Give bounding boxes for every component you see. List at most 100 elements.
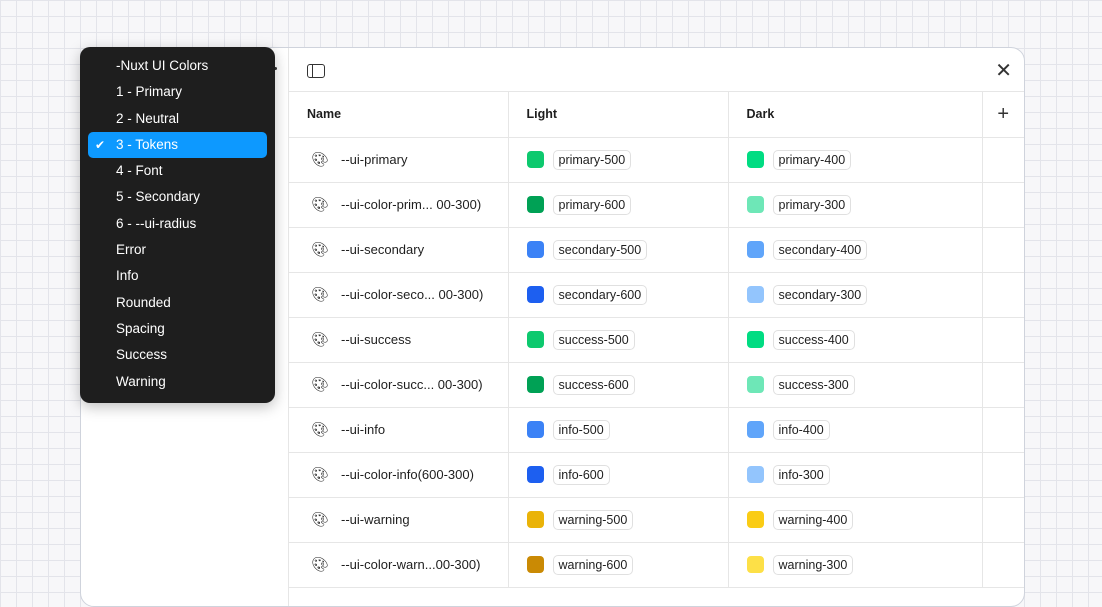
menu-item[interactable]: 4 - Font	[88, 158, 267, 184]
menu-item[interactable]: 2 - Neutral	[88, 106, 267, 132]
menu-item-label: Error	[116, 242, 146, 258]
alias-tag[interactable]: info-500	[552, 419, 610, 440]
table-row[interactable]: 🎨︎ --ui-info info-500 info-400	[289, 407, 1024, 453]
dark-cell[interactable]: success-300	[728, 362, 983, 408]
menu-item[interactable]: Rounded	[88, 290, 267, 316]
table-row[interactable]: 🎨︎ --ui-warning warning-500 warning-400	[289, 497, 1024, 543]
menu-item[interactable]: Info	[88, 263, 267, 289]
table-row[interactable]: 🎨︎ --ui-color-seco... 00-300) secondary-6…	[289, 272, 1024, 318]
name-cell[interactable]: 🎨︎ --ui-color-info(600-300)	[289, 452, 509, 498]
menu-item-label: Spacing	[116, 320, 165, 336]
menu-item[interactable]: Warning	[88, 369, 267, 395]
dark-cell[interactable]: info-400	[728, 407, 983, 453]
dark-cell[interactable]: info-300	[728, 452, 983, 498]
alias-tag[interactable]: secondary-400	[772, 239, 868, 260]
name-cell[interactable]: 🎨︎ --ui-color-succ... 00-300)	[289, 362, 509, 408]
dark-cell[interactable]: secondary-300	[728, 272, 983, 318]
alias-tag[interactable]: success-400	[772, 329, 855, 350]
alias-tag[interactable]: secondary-500	[552, 239, 648, 260]
table-header: Name Light Dark +	[289, 92, 1024, 138]
light-cell[interactable]: info-500	[508, 407, 729, 453]
color-swatch	[746, 511, 764, 528]
light-cell[interactable]: info-600	[508, 452, 729, 498]
name-cell[interactable]: 🎨︎ --ui-color-seco... 00-300)	[289, 272, 509, 318]
checkmark-icon: ✔	[95, 137, 106, 152]
more-icon[interactable]	[274, 67, 277, 70]
empty-cell	[982, 362, 1024, 408]
dark-cell[interactable]: success-400	[728, 317, 983, 363]
alias-tag[interactable]: primary-400	[772, 149, 852, 170]
alias-tag[interactable]: primary-600	[552, 194, 632, 215]
alias-tag[interactable]: success-300	[772, 374, 855, 395]
menu-item[interactable]: -Nuxt UI Colors	[88, 53, 267, 79]
menu-item[interactable]: 1 - Primary	[88, 79, 267, 105]
alias-tag[interactable]: success-500	[552, 329, 635, 350]
variable-name: --ui-color-succ... 00-300)	[341, 377, 483, 392]
empty-cell	[982, 317, 1024, 363]
header-light: Light	[508, 92, 729, 138]
palette-icon: 🎨︎	[311, 331, 329, 347]
color-swatch	[746, 241, 764, 258]
alias-tag[interactable]: info-600	[552, 464, 610, 485]
menu-item[interactable]: ✔ 3 - Tokens	[88, 131, 267, 159]
light-cell[interactable]: warning-500	[508, 497, 729, 543]
name-cell[interactable]: 🎨︎ --ui-color-prim... 00-300)	[289, 182, 509, 228]
sidebar-toggle-icon[interactable]	[307, 64, 325, 78]
alias-tag[interactable]: warning-500	[552, 509, 634, 530]
color-swatch	[746, 466, 764, 483]
light-cell[interactable]: primary-500	[508, 137, 729, 183]
dark-cell[interactable]: secondary-400	[728, 227, 983, 273]
alias-tag[interactable]: warning-600	[552, 554, 634, 575]
alias-tag[interactable]: secondary-300	[772, 284, 868, 305]
close-button[interactable]: ✕	[995, 60, 1012, 82]
light-cell[interactable]: primary-600	[508, 182, 729, 228]
table-row[interactable]: 🎨︎ --ui-color-info(600-300) info-600 info…	[289, 452, 1024, 498]
table-row[interactable]: 🎨︎ --ui-success success-500 success-400	[289, 317, 1024, 363]
palette-icon: 🎨︎	[311, 241, 329, 257]
name-cell[interactable]: 🎨︎ --ui-primary	[289, 137, 509, 183]
dark-cell[interactable]: warning-300	[728, 542, 983, 588]
add-mode-button[interactable]: +	[982, 92, 1024, 138]
menu-item[interactable]: Error	[88, 237, 267, 263]
alias-tag[interactable]: info-400	[772, 419, 830, 440]
menu-item-label: 4 - Font	[116, 163, 163, 179]
menu-item[interactable]: Success	[88, 342, 267, 368]
dark-cell[interactable]: primary-400	[728, 137, 983, 183]
table-row[interactable]: 🎨︎ --ui-color-succ... 00-300) success-600…	[289, 362, 1024, 408]
alias-tag[interactable]: warning-400	[772, 509, 854, 530]
menu-item[interactable]: Spacing	[88, 316, 267, 342]
alias-tag[interactable]: secondary-600	[552, 284, 648, 305]
light-cell[interactable]: success-500	[508, 317, 729, 363]
menu-item-label: -Nuxt UI Colors	[116, 58, 209, 73]
dark-cell[interactable]: primary-300	[728, 182, 983, 228]
dark-cell[interactable]: warning-400	[728, 497, 983, 543]
name-cell[interactable]: 🎨︎ --ui-warning	[289, 497, 509, 543]
menu-item-label: 1 - Primary	[116, 84, 183, 100]
light-cell[interactable]: secondary-600	[508, 272, 729, 318]
menu-item[interactable]: 5 - Secondary	[88, 184, 267, 210]
table-row[interactable]: 🎨︎ --ui-primary primary-500 primary-400	[289, 137, 1024, 183]
light-cell[interactable]: secondary-500	[508, 227, 729, 273]
menu-item-label: Warning	[116, 373, 166, 389]
light-cell[interactable]: success-600	[508, 362, 729, 408]
light-cell[interactable]: warning-600	[508, 542, 729, 588]
menu-item-label: 5 - Secondary	[116, 189, 201, 205]
color-swatch	[746, 421, 764, 438]
table-row[interactable]: 🎨︎ --ui-color-warn...00-300) warning-600 …	[289, 542, 1024, 588]
table-row[interactable]: 🎨︎ --ui-secondary secondary-500 secondary…	[289, 227, 1024, 273]
name-cell[interactable]: 🎨︎ --ui-info	[289, 407, 509, 453]
collections-sidebar	[81, 48, 289, 606]
alias-tag[interactable]: primary-500	[552, 149, 632, 170]
alias-tag[interactable]: success-600	[552, 374, 635, 395]
name-cell[interactable]: 🎨︎ --ui-color-warn...00-300)	[289, 542, 509, 588]
palette-icon: 🎨︎	[311, 511, 329, 527]
name-cell[interactable]: 🎨︎ --ui-success	[289, 317, 509, 363]
table-row[interactable]: 🎨︎ --ui-color-prim... 00-300) primary-600…	[289, 182, 1024, 228]
alias-tag[interactable]: warning-300	[772, 554, 854, 575]
menu-item[interactable]: 6 - --ui-radius	[88, 211, 267, 237]
name-cell[interactable]: 🎨︎ --ui-secondary	[289, 227, 509, 273]
alias-tag[interactable]: primary-300	[772, 194, 852, 215]
empty-cell	[982, 497, 1024, 543]
variable-name: --ui-color-seco... 00-300)	[341, 287, 484, 302]
alias-tag[interactable]: info-300	[772, 464, 830, 485]
